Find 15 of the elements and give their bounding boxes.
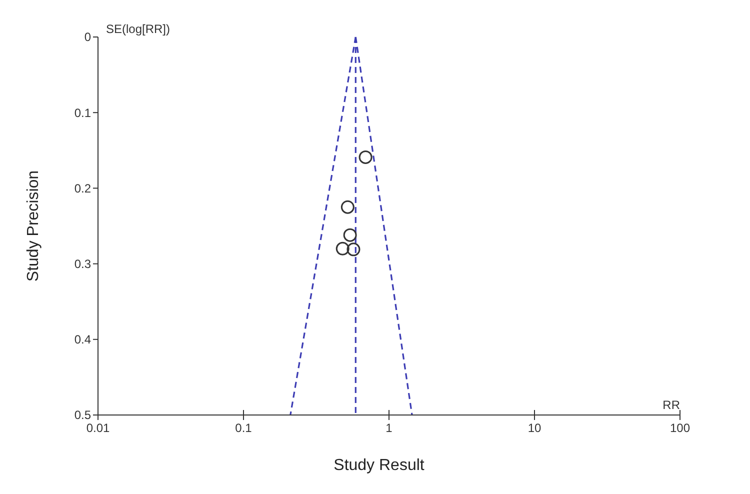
x-tick-label: 100: [670, 421, 690, 435]
y-tick-label: 0: [84, 30, 92, 44]
y-tick-label: 0.1: [74, 106, 92, 120]
y-tick-label: 0.3: [74, 257, 92, 271]
y-tick-label: 0.5: [74, 408, 92, 422]
y-tick-label: 0.2: [74, 181, 92, 196]
text: SE(log[RR]): [106, 22, 170, 36]
y-axis-title: Study Precision: [25, 170, 42, 282]
x-tick-label: 1: [386, 421, 393, 435]
annotation: RR: [662, 398, 680, 412]
x-tick-label: 0.1: [235, 421, 252, 435]
x-axis-title: Study Result: [334, 457, 425, 474]
x-tick-label: 10: [528, 421, 542, 435]
y-tick-label: 0.4: [74, 332, 92, 347]
x-tick-label: 0.01: [86, 421, 110, 435]
